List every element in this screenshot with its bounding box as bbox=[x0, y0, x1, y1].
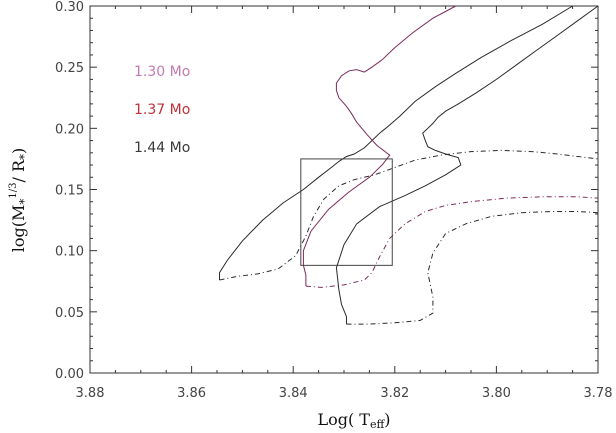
legend-entry-1: 1.30 Mo bbox=[134, 64, 190, 80]
x-tick-label: 3.82 bbox=[380, 386, 409, 401]
x-tick-label: 3.88 bbox=[76, 386, 105, 401]
x-tick-label: 3.84 bbox=[279, 386, 308, 401]
x-axis-label: Log( Teff) bbox=[317, 410, 390, 431]
legend: 1.30 Mo 1.37 Mo 1.44 Mo bbox=[134, 64, 190, 156]
y-tick-label: 0.20 bbox=[55, 122, 84, 137]
y-axis-label: log(M*1/3/ R*) bbox=[8, 148, 31, 253]
legend-entry-2: 1.37 Mo bbox=[134, 102, 190, 118]
y-axis-label-sub2: * bbox=[17, 154, 31, 160]
legend-entry-3: 1.44 Mo bbox=[134, 140, 190, 156]
y-tick-label: 0.30 bbox=[55, 0, 84, 15]
series-layer bbox=[219, 5, 599, 325]
x-tick-label: 3.86 bbox=[177, 386, 206, 401]
series-line-dashed-2 bbox=[305, 196, 599, 288]
x-tick-label: 3.78 bbox=[584, 386, 613, 401]
y-axis-label-mid: / R bbox=[9, 159, 28, 182]
y-ticks: 0.00 0.05 0.10 0.15 0.20 0.25 0.30 bbox=[55, 0, 598, 382]
y-tick-label: 0.25 bbox=[55, 61, 84, 76]
y-tick-label: 0.00 bbox=[55, 367, 84, 382]
y-axis-label-tail: ) bbox=[9, 148, 28, 154]
y-tick-label: 0.05 bbox=[55, 306, 84, 321]
series-line-solid-3 bbox=[335, 5, 599, 325]
x-tick-label: 3.80 bbox=[482, 386, 511, 401]
series-line-dashed-1 bbox=[219, 149, 599, 281]
y-axis-label-sub1: * bbox=[17, 199, 31, 205]
series-line-dashed-3 bbox=[346, 211, 599, 325]
x-axis-label-sub: eff bbox=[370, 418, 386, 431]
annotation-box bbox=[300, 158, 393, 266]
y-axis-label-main: log(M bbox=[9, 205, 28, 253]
x-ticks: 3.88 3.86 3.84 3.82 3.80 3.78 bbox=[76, 6, 613, 401]
y-axis-label-sup: 1/3 bbox=[8, 183, 19, 199]
x-axis-label-main: Log( T bbox=[317, 410, 370, 429]
x-axis-label-tail: ) bbox=[384, 410, 390, 429]
series-line-solid-2 bbox=[302, 5, 457, 287]
y-tick-label: 0.15 bbox=[55, 184, 84, 199]
series-line-solid-1 bbox=[219, 5, 573, 280]
y-tick-label: 0.10 bbox=[55, 245, 84, 260]
